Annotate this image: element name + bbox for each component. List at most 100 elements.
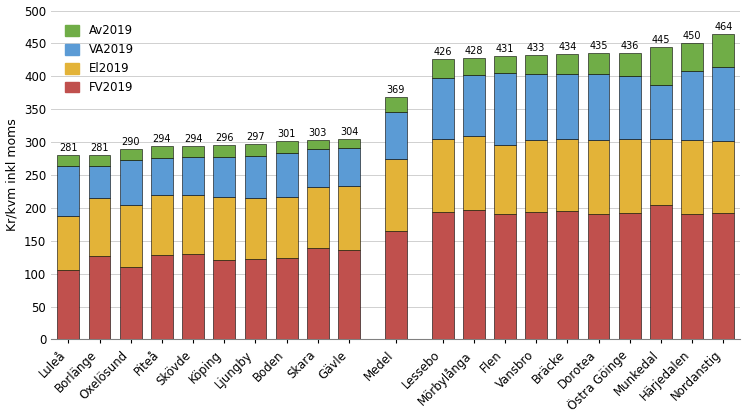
Text: 464: 464: [714, 22, 733, 32]
Bar: [494, 56, 516, 73]
Bar: [463, 210, 485, 339]
Bar: [681, 44, 703, 71]
Bar: [89, 155, 110, 166]
Bar: [57, 155, 79, 166]
Bar: [307, 187, 329, 248]
Bar: [619, 213, 641, 339]
Bar: [245, 144, 266, 156]
Bar: [494, 73, 516, 145]
Bar: [89, 256, 110, 339]
Bar: [213, 261, 235, 339]
Bar: [57, 270, 79, 339]
Bar: [57, 166, 79, 216]
Y-axis label: Kr/kvm inkl moms: Kr/kvm inkl moms: [5, 119, 19, 231]
Bar: [619, 140, 641, 213]
Text: 294: 294: [184, 134, 202, 144]
Text: 301: 301: [278, 129, 296, 140]
Bar: [213, 197, 235, 261]
Bar: [151, 146, 173, 158]
Bar: [89, 166, 110, 198]
Bar: [588, 140, 609, 214]
Text: 369: 369: [386, 85, 405, 95]
Bar: [385, 231, 407, 339]
Text: 434: 434: [558, 42, 577, 52]
Bar: [432, 78, 454, 139]
Bar: [338, 250, 360, 339]
Bar: [276, 153, 298, 197]
Text: 304: 304: [340, 127, 358, 137]
Bar: [681, 214, 703, 339]
Bar: [712, 213, 734, 339]
Text: 431: 431: [496, 44, 514, 54]
Legend: Av2019, VA2019, El2019, FV2019: Av2019, VA2019, El2019, FV2019: [60, 20, 139, 99]
Text: 450: 450: [683, 31, 701, 41]
Bar: [525, 74, 547, 140]
Text: 426: 426: [433, 47, 452, 57]
Bar: [619, 76, 641, 140]
Bar: [463, 136, 485, 210]
Bar: [276, 258, 298, 339]
Bar: [245, 259, 266, 339]
Text: 428: 428: [465, 46, 483, 56]
Bar: [89, 198, 110, 256]
Bar: [151, 195, 173, 255]
Bar: [276, 197, 298, 258]
Bar: [307, 248, 329, 339]
Text: 445: 445: [652, 35, 670, 45]
Bar: [619, 53, 641, 76]
Bar: [681, 71, 703, 140]
Bar: [182, 146, 204, 157]
Bar: [432, 59, 454, 78]
Bar: [525, 54, 547, 74]
Bar: [182, 254, 204, 339]
Text: 281: 281: [90, 142, 109, 153]
Bar: [151, 158, 173, 195]
Bar: [681, 140, 703, 214]
Text: 303: 303: [309, 128, 327, 138]
Text: 281: 281: [59, 142, 78, 153]
Bar: [245, 156, 266, 198]
Text: 294: 294: [153, 134, 171, 144]
Bar: [120, 204, 142, 267]
Bar: [650, 85, 672, 139]
Bar: [588, 53, 609, 74]
Text: 297: 297: [246, 132, 265, 142]
Bar: [385, 112, 407, 158]
Bar: [650, 47, 672, 85]
Bar: [276, 142, 298, 153]
Bar: [557, 54, 578, 74]
Bar: [151, 255, 173, 339]
Bar: [245, 198, 266, 259]
Bar: [712, 141, 734, 213]
Bar: [307, 149, 329, 187]
Bar: [385, 158, 407, 231]
Bar: [650, 204, 672, 339]
Bar: [120, 160, 142, 204]
Bar: [432, 139, 454, 212]
Bar: [385, 97, 407, 112]
Bar: [650, 139, 672, 204]
Bar: [307, 140, 329, 149]
Bar: [494, 215, 516, 339]
Bar: [338, 186, 360, 250]
Bar: [494, 145, 516, 215]
Bar: [557, 211, 578, 339]
Bar: [338, 140, 360, 148]
Text: 296: 296: [215, 133, 233, 143]
Text: 290: 290: [122, 137, 140, 147]
Bar: [712, 34, 734, 67]
Bar: [525, 212, 547, 339]
Bar: [463, 75, 485, 136]
Bar: [182, 195, 204, 254]
Bar: [712, 67, 734, 141]
Bar: [557, 139, 578, 211]
Bar: [432, 212, 454, 339]
Bar: [588, 214, 609, 339]
Text: 436: 436: [621, 41, 639, 51]
Bar: [525, 140, 547, 212]
Text: 435: 435: [589, 41, 608, 52]
Bar: [213, 157, 235, 197]
Bar: [120, 267, 142, 339]
Bar: [120, 149, 142, 160]
Bar: [338, 148, 360, 186]
